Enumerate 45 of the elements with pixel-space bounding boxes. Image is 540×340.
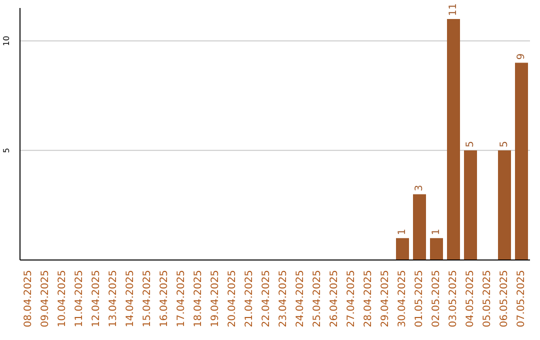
x-tick-label: 16.04.2025 — [159, 270, 170, 328]
bar — [396, 238, 409, 260]
x-tick-label: 09.04.2025 — [40, 270, 51, 328]
x-tick-label: 20.04.2025 — [227, 270, 238, 328]
data-label: 1 — [397, 228, 408, 236]
x-tick-label: 02.05.2025 — [431, 270, 442, 328]
bar — [447, 18, 460, 260]
x-tick-label: 24.04.2025 — [295, 270, 306, 328]
data-label: 1 — [431, 228, 442, 236]
data-label: 5 — [499, 141, 510, 148]
bar — [515, 62, 528, 260]
x-tick-label: 03.05.2025 — [448, 270, 459, 328]
x-tick-label: 06.05.2025 — [499, 270, 510, 328]
x-tick-label: 18.04.2025 — [193, 270, 204, 328]
x-tick-label: 12.04.2025 — [91, 270, 102, 328]
x-tick-label: 30.04.2025 — [397, 270, 408, 328]
x-tick-label: 05.05.2025 — [482, 270, 493, 328]
data-label: 5 — [465, 141, 476, 148]
bar — [430, 238, 443, 260]
x-tick-label: 29.04.2025 — [380, 270, 391, 328]
x-tick-label: 14.04.2025 — [125, 270, 136, 328]
x-tick-label: 21.04.2025 — [244, 270, 255, 328]
data-label: 11 — [448, 3, 459, 16]
x-tick-label: 25.04.2025 — [312, 270, 323, 328]
data-label: 3 — [414, 184, 425, 192]
y-tick-label: 10 — [2, 36, 11, 46]
x-tick-label: 13.04.2025 — [108, 270, 119, 328]
x-tick-label: 27.04.2025 — [346, 270, 357, 328]
x-tick-label: 26.04.2025 — [329, 270, 340, 328]
x-tick-label: 22.04.2025 — [261, 270, 272, 328]
x-tick-label: 07.05.2025 — [516, 270, 527, 328]
bar — [464, 150, 477, 260]
x-tick-label: 01.05.2025 — [414, 270, 425, 328]
x-tick-label: 19.04.2025 — [210, 270, 221, 328]
bar — [498, 150, 511, 260]
x-tick-label: 08.04.2025 — [23, 270, 34, 328]
x-tick-label: 17.04.2025 — [176, 270, 187, 328]
x-tick-label: 28.04.2025 — [363, 270, 374, 328]
x-tick-label: 04.05.2025 — [465, 270, 476, 328]
data-label: 9 — [516, 53, 527, 60]
x-tick-label: 23.04.2025 — [278, 270, 289, 328]
x-tick-label: 10.04.2025 — [57, 270, 68, 328]
x-tick-label: 11.04.2025 — [74, 270, 85, 328]
x-tick-label: 15.04.2025 — [142, 270, 153, 328]
bar — [413, 194, 426, 260]
